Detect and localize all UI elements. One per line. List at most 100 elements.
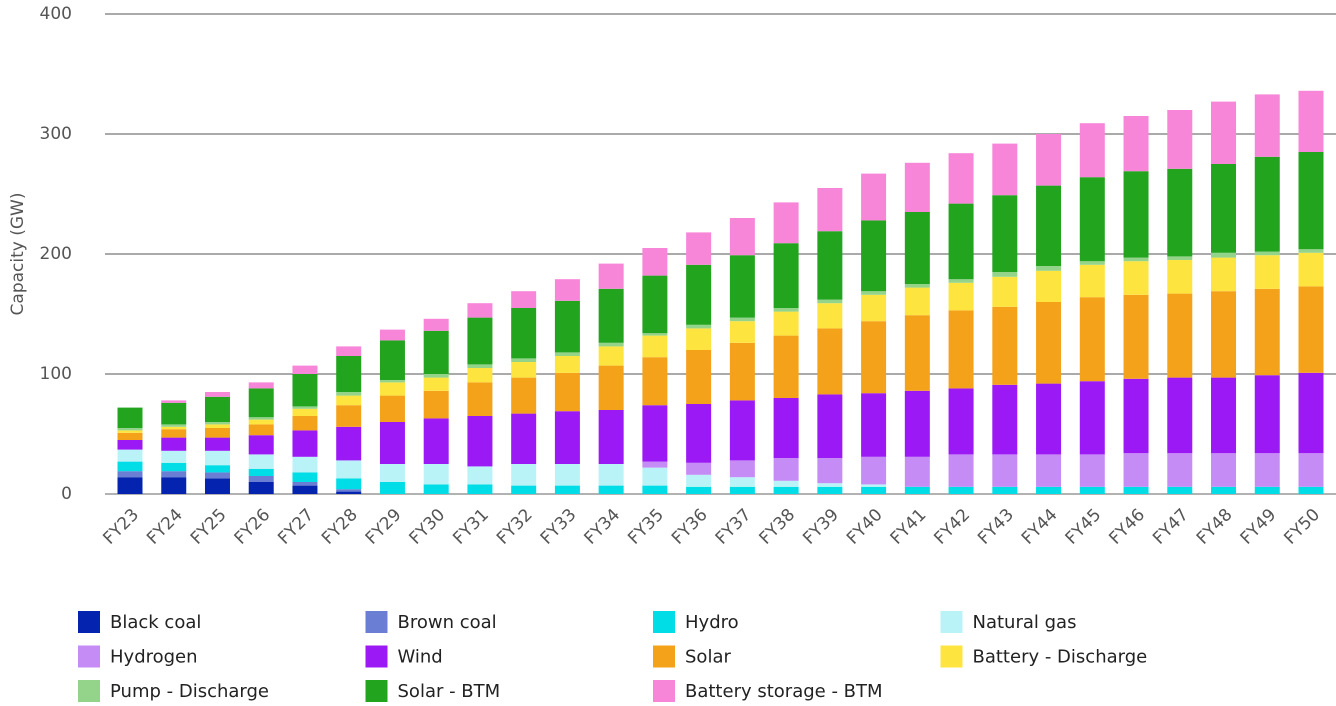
bar-segment	[117, 471, 143, 478]
bar-segment	[204, 478, 230, 494]
bar-segment	[1079, 381, 1105, 455]
bar-segment	[948, 279, 974, 283]
bar-segment	[336, 405, 362, 427]
bar-segment	[292, 416, 318, 431]
bar-segment	[1167, 377, 1193, 454]
bar-segment	[598, 410, 624, 464]
bar-segment	[467, 364, 493, 368]
bar-segment	[729, 342, 755, 401]
bar-segment	[729, 486, 755, 494]
bar-segment	[1079, 261, 1105, 265]
legend-swatch	[78, 680, 100, 702]
x-tick-label: FY29	[362, 505, 406, 549]
bar-segment	[423, 330, 449, 374]
bar-segment	[598, 485, 624, 494]
bar-segment	[336, 478, 362, 490]
bar-segment	[1167, 293, 1193, 378]
bar-segment	[686, 232, 712, 265]
bar-segment	[904, 486, 930, 494]
bar-segment	[817, 458, 843, 484]
legend-swatch	[653, 611, 675, 633]
bar-segment	[861, 456, 887, 485]
bar-segment	[642, 405, 668, 462]
bar-segment	[248, 435, 274, 455]
bar-segment	[817, 303, 843, 329]
legend-label: Battery storage - BTM	[685, 681, 883, 702]
x-tick-label: FY31	[449, 505, 493, 549]
bar-segment	[248, 417, 274, 420]
bar-segment	[1211, 101, 1237, 164]
bar-segment	[642, 485, 668, 494]
bar-segment	[729, 460, 755, 478]
bar-segment	[379, 329, 405, 341]
bar-segment	[1211, 164, 1237, 253]
bar-segment	[161, 462, 187, 472]
bar-segment	[1254, 375, 1280, 454]
y-tick-label: 0	[61, 484, 72, 504]
bar-segment	[598, 342, 624, 347]
bar-segment	[948, 454, 974, 487]
bar-segment	[1167, 486, 1193, 494]
bar-segment	[992, 143, 1018, 196]
legend-label: Pump - Discharge	[110, 681, 269, 702]
bar-segment	[379, 382, 405, 396]
bar-segment	[248, 454, 274, 469]
bar-segment	[336, 491, 362, 494]
bar-segment	[861, 486, 887, 494]
y-tick-label: 100	[40, 364, 72, 384]
bar-segment	[861, 484, 887, 487]
bar-segment	[117, 477, 143, 494]
bar-segment	[773, 335, 799, 398]
bar-segment	[1167, 260, 1193, 294]
bar-segment	[729, 317, 755, 322]
bar-segment	[1254, 255, 1280, 289]
legend-label: Black coal	[110, 612, 201, 633]
bar-segment	[336, 392, 362, 396]
bar-segment	[598, 346, 624, 366]
bar-segment	[161, 450, 187, 463]
bar-segment	[554, 485, 580, 494]
bar-segment	[1123, 294, 1149, 379]
bar-segment	[817, 486, 843, 494]
bar-segment	[336, 426, 362, 461]
bar-segment	[1298, 453, 1324, 487]
legend-swatch	[940, 645, 963, 668]
bar-segment	[117, 407, 143, 428]
bar-segment	[117, 440, 143, 450]
bar-segment	[117, 430, 143, 433]
y-tick-label: 400	[40, 4, 72, 24]
bar-segment	[161, 424, 187, 427]
bar-segment	[204, 428, 230, 438]
bar-segment	[598, 288, 624, 343]
x-tick-label: FY36	[668, 505, 712, 549]
bar-segment	[904, 315, 930, 391]
bar-segment	[1036, 185, 1062, 266]
bar-segment	[292, 374, 318, 407]
x-tick-label: FY42	[930, 505, 974, 549]
bar-segment	[686, 404, 712, 463]
bar-segment	[423, 390, 449, 419]
bar-segment	[992, 276, 1018, 307]
bar-segment	[554, 356, 580, 373]
bar-segment	[1167, 168, 1193, 257]
bar-segment	[992, 384, 1018, 455]
legend-swatch	[940, 611, 963, 633]
bar-segment	[161, 477, 187, 494]
bar-segment	[248, 388, 274, 418]
bar-segment	[861, 220, 887, 292]
bar-segment	[379, 340, 405, 380]
x-tick-label: FY23	[99, 505, 143, 549]
bar-segment	[423, 418, 449, 464]
bar-segment	[379, 482, 405, 494]
legend-label: Hydro	[685, 612, 739, 633]
bar-segment	[336, 489, 362, 492]
bar-segment	[292, 365, 318, 374]
bar-segment	[423, 374, 449, 378]
bar-segment	[161, 400, 187, 403]
bar-segment	[1254, 486, 1280, 494]
bar-segment	[379, 422, 405, 464]
x-tick-label: FY34	[581, 505, 625, 549]
bar-segment	[204, 422, 230, 425]
bar-segment	[686, 324, 712, 329]
bar-segment	[511, 358, 537, 362]
